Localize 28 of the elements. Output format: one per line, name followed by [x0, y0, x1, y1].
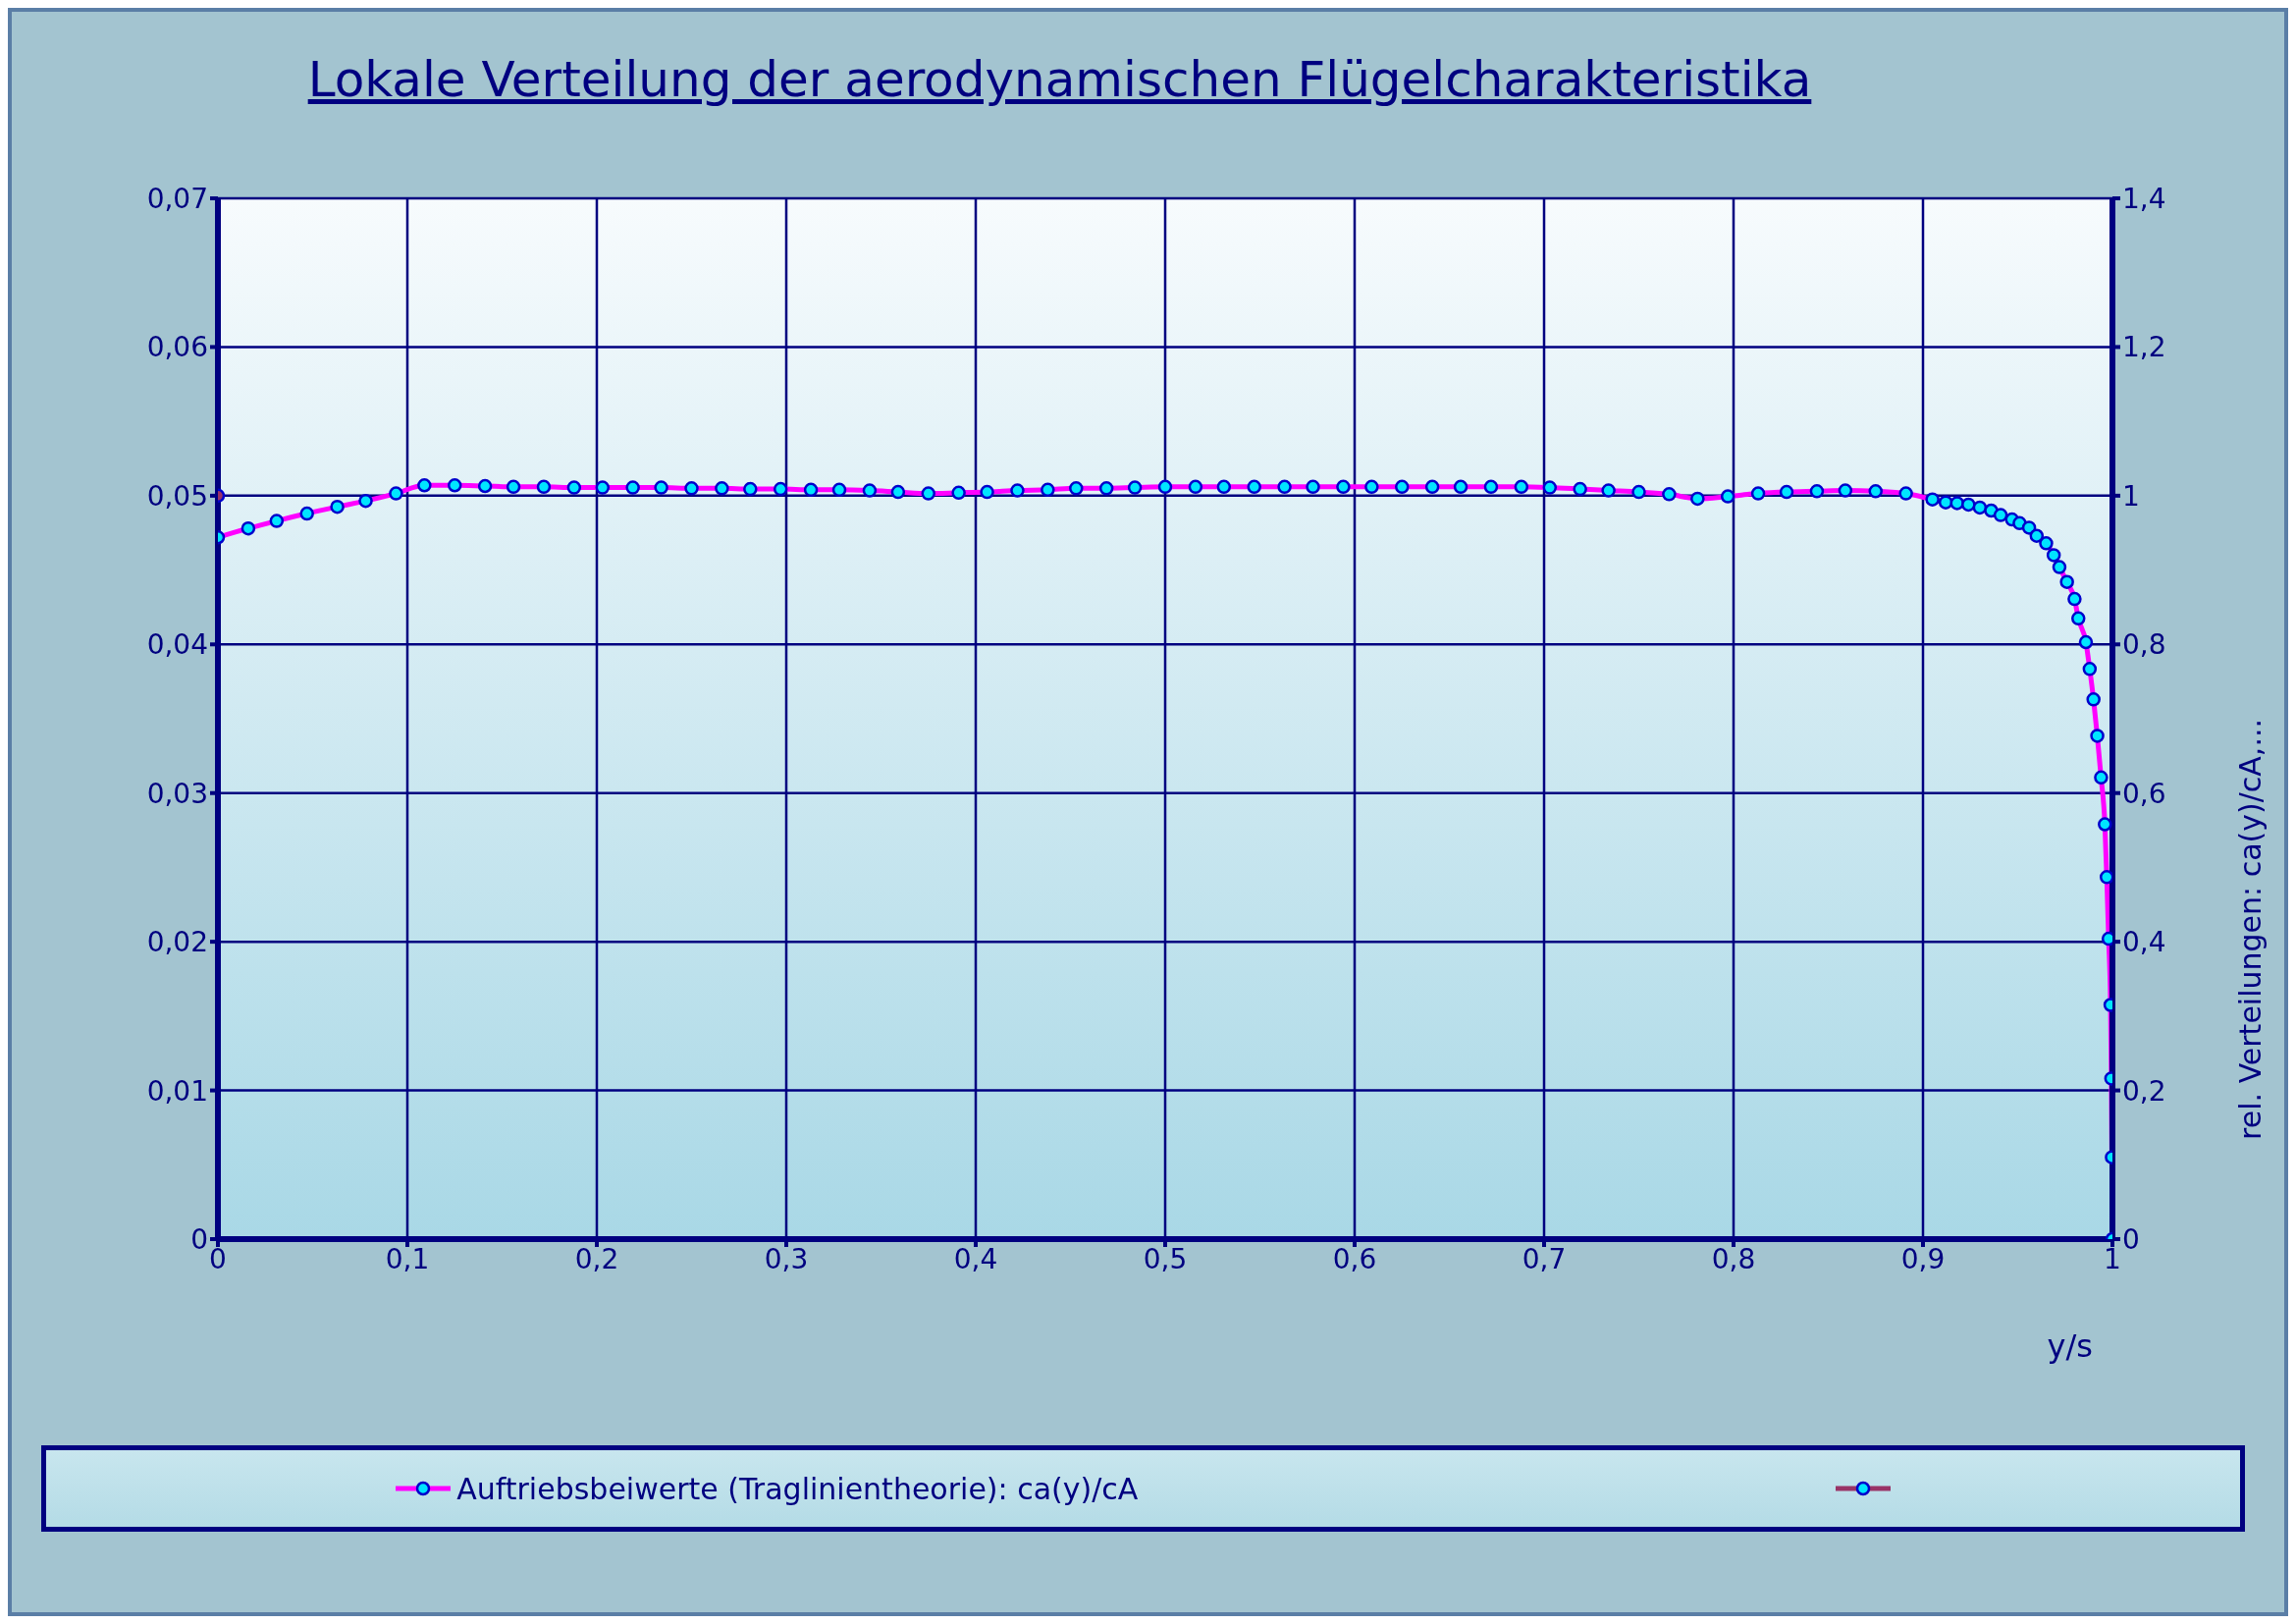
y2-tick-label: 1,4	[2122, 182, 2166, 215]
legend-label: Auftriebsbeiwerte (Traglinientheorie): ca(y)/cA	[456, 1471, 1139, 1506]
x-axis-title: y/s	[2047, 1327, 2093, 1365]
y-tick-label: 0,03	[146, 777, 208, 810]
y2-tick-label: 1,2	[2122, 331, 2166, 364]
x-tick-label: 0,4	[953, 1242, 998, 1275]
y-tick-label: 0,01	[146, 1074, 208, 1108]
x-tick-label: 1	[2104, 1242, 2121, 1275]
x-tick-label: 0,3	[764, 1242, 809, 1275]
y-tick-label: 0,06	[146, 331, 208, 364]
x-tick-label: 0,8	[1711, 1242, 1756, 1275]
y2-tick-label: 1	[2122, 479, 2140, 513]
y2-tick-label: 0,8	[2122, 628, 2166, 662]
x-tick-label: 0,9	[1900, 1242, 1946, 1275]
y2-axis-title: rel. Verteilungen: ca(y)/cA,...	[2232, 719, 2268, 1140]
y-tick-label: 0,07	[146, 182, 208, 215]
y-tick-label: 0,05	[146, 479, 208, 513]
x-tick-label: 0,1	[385, 1242, 430, 1275]
y-tick-label: 0,04	[146, 628, 208, 662]
x-tick-label: 0,6	[1332, 1242, 1377, 1275]
x-tick-label: 0,2	[574, 1242, 619, 1275]
x-tick-label: 0,7	[1522, 1242, 1567, 1275]
chart-title: Lokale Verteilung der aerodynamischen Flügelcharakteristika	[306, 50, 1813, 110]
y2-tick-label: 0,4	[2122, 926, 2166, 959]
y2-tick-label: 0,2	[2122, 1074, 2166, 1108]
x-tick-label: 0,5	[1143, 1242, 1188, 1275]
y-tick-label: 0,02	[146, 926, 208, 959]
y2-tick-label: 0,6	[2122, 777, 2166, 810]
